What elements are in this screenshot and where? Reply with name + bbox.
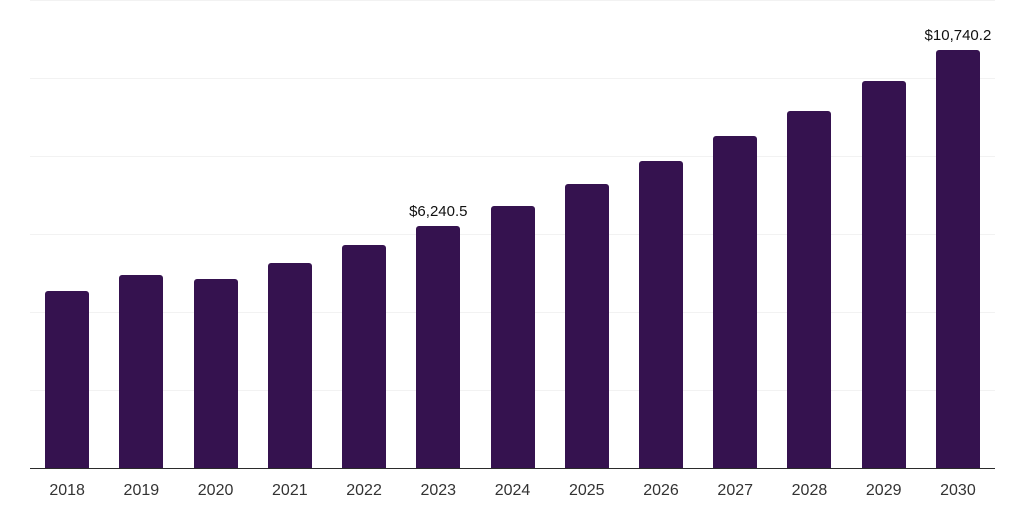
bar-band	[624, 0, 698, 469]
bar	[861, 81, 906, 469]
bar-band: $10,740.2	[921, 0, 995, 469]
bar-band	[104, 0, 178, 469]
bar-value-label: $6,240.5	[409, 202, 468, 220]
x-tick-label: 2018	[49, 482, 85, 499]
bar	[713, 136, 758, 469]
x-tick-label: 2027	[717, 482, 754, 499]
bar	[638, 161, 683, 469]
x-tick-label: 2021	[272, 482, 308, 499]
gridline	[30, 156, 995, 157]
bar-band	[772, 0, 846, 469]
bar	[45, 291, 90, 469]
bar-band: $6,240.5	[401, 0, 475, 469]
bar	[564, 183, 609, 469]
bar-band	[178, 0, 252, 469]
plot-area: $6,240.5 $10,740.2	[30, 0, 995, 469]
x-tick-label: 2026	[643, 482, 679, 499]
bar-band	[550, 0, 624, 469]
bar	[193, 279, 238, 469]
bar	[490, 205, 535, 469]
gridline	[30, 0, 995, 1]
x-tick-label: 2024	[494, 482, 531, 499]
bars: $6,240.5 $10,740.2	[30, 0, 995, 469]
x-axis-line	[30, 467, 995, 469]
x-tick-label: 2020	[197, 482, 234, 499]
bar-band	[475, 0, 549, 469]
gridline	[30, 78, 995, 79]
x-tick-label: 2029	[865, 482, 902, 499]
bar	[119, 274, 164, 469]
x-tick-label: 2023	[420, 482, 457, 499]
x-tick-label: 2022	[346, 482, 382, 499]
bar-band	[253, 0, 327, 469]
bar	[787, 110, 832, 469]
bar-band	[847, 0, 921, 469]
bar	[416, 225, 461, 469]
x-tick-label: 2030	[940, 482, 976, 499]
bar	[935, 50, 980, 469]
bar-value-label: $10,740.2	[924, 27, 992, 45]
bar-band	[327, 0, 401, 469]
bar	[267, 263, 312, 469]
x-tick-label: 2028	[791, 482, 828, 499]
x-axis-labels: 2018 2019 2020 2021 2022 2023 2024 2025 2026 2027…	[30, 481, 995, 501]
bar-band	[698, 0, 772, 469]
bar	[342, 244, 387, 469]
bar-band	[30, 0, 104, 469]
x-tick-label: 2019	[123, 482, 160, 499]
x-tick-label: 2025	[568, 482, 605, 499]
